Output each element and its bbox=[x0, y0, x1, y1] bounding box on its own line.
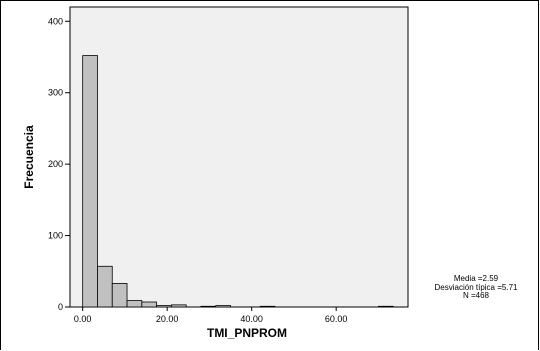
y-tick-label: 0 bbox=[58, 302, 63, 312]
histogram-bar bbox=[141, 301, 158, 308]
y-tick-label: 100 bbox=[48, 231, 63, 241]
histogram-bar bbox=[215, 305, 231, 308]
bars-group bbox=[82, 55, 394, 308]
std-stat: Desviación típica =5.71 bbox=[434, 282, 518, 292]
histogram-bar bbox=[170, 304, 187, 308]
y-axis: 0 100 200 300 400 bbox=[48, 16, 70, 312]
histogram-bar bbox=[200, 305, 217, 308]
plot-area bbox=[69, 6, 409, 308]
histogram-bar bbox=[378, 305, 394, 308]
n-stat: N =468 bbox=[462, 291, 490, 300]
x-tick-label: 20.00 bbox=[156, 314, 179, 324]
histogram-bar bbox=[156, 305, 172, 308]
y-tick-label: 200 bbox=[48, 159, 63, 169]
x-axis: 0.00 20.00 40.00 60.00 bbox=[74, 307, 348, 324]
y-axis-label: Frecuencia bbox=[22, 125, 36, 189]
stats-box: Media =2.59 Desviación típica =5.71 N =4… bbox=[420, 274, 532, 301]
x-axis-label: TMI_PNPROM bbox=[207, 326, 287, 340]
histogram-bar bbox=[111, 283, 128, 308]
x-tick-label: 0.00 bbox=[74, 314, 92, 324]
histogram-bar bbox=[126, 300, 143, 308]
x-tick-label: 60.00 bbox=[325, 314, 348, 324]
histogram-bar bbox=[97, 265, 113, 308]
x-tick-label: 40.00 bbox=[240, 314, 263, 324]
mean-stat: Media =2.59 bbox=[453, 274, 499, 283]
y-tick-label: 400 bbox=[48, 16, 63, 26]
histogram-bar bbox=[82, 55, 98, 308]
y-tick-label: 300 bbox=[48, 88, 63, 98]
histogram-bar bbox=[259, 305, 276, 308]
